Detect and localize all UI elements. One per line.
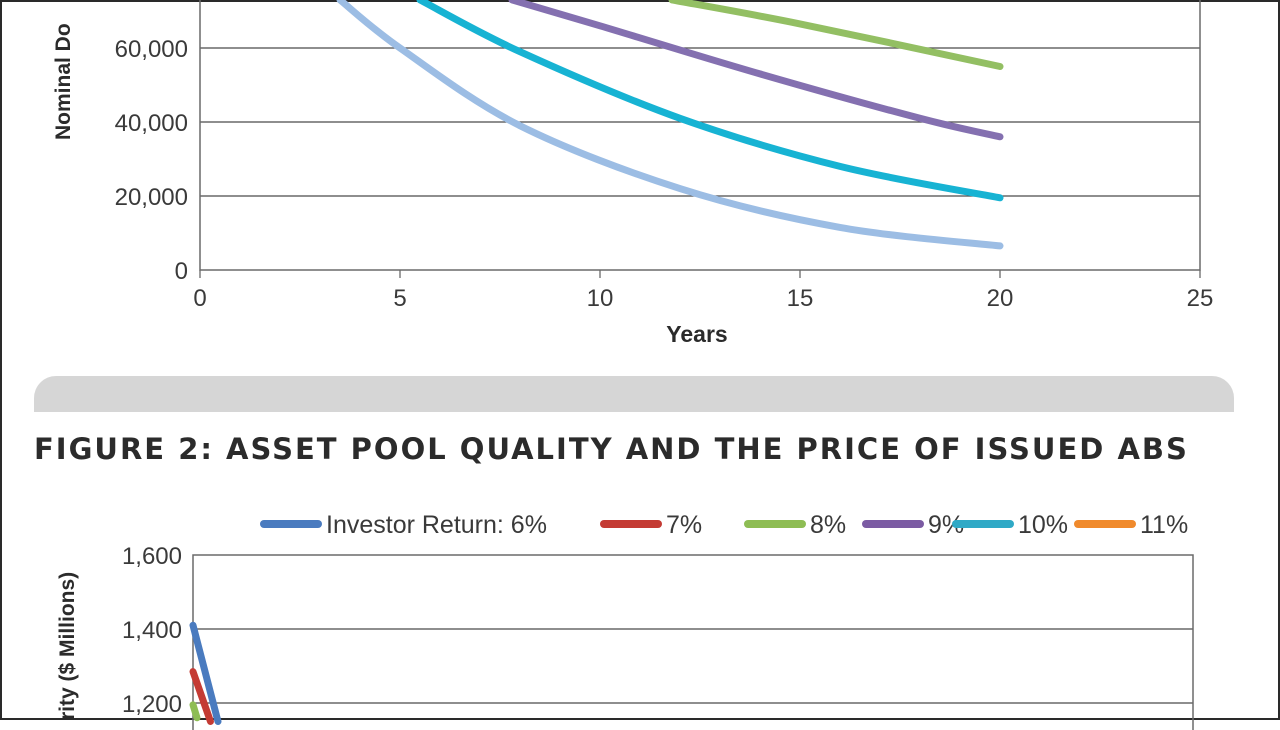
figure-2-title: FIGURE 2: ASSET POOL QUALITY AND THE PRI…	[34, 432, 1189, 466]
legend-label: 7%	[666, 511, 702, 539]
chart-1-y-axis-label: Nominal Do	[52, 23, 75, 140]
y-tick-label: 20,000	[115, 184, 188, 211]
series-line-1	[189, 621, 222, 725]
series-line-4	[668, 0, 1004, 70]
chart-2-y-ticks: 1,200 1,400 1,600	[122, 543, 182, 718]
x-tick-label: 10	[587, 285, 614, 312]
legend-label: 11%	[1140, 511, 1188, 539]
series-line-2	[189, 668, 214, 725]
chart-1-x-axis-label: Years	[666, 321, 727, 347]
chart-2-plot-frame	[192, 554, 1194, 730]
legend-label: 8%	[810, 511, 846, 539]
section-divider	[34, 376, 1234, 412]
chart-2-y-axis-label: rity ($ Millions)	[56, 572, 79, 720]
y-tick-label: 1,200	[122, 691, 182, 718]
chart-1-series	[336, 0, 1004, 250]
y-tick-label: 60,000	[115, 36, 188, 63]
y-tick-label: 1,600	[122, 543, 182, 570]
x-tick-label: 20	[987, 285, 1014, 312]
legend-label: Investor Return: 6%	[326, 511, 547, 539]
x-tick-label: 25	[1187, 285, 1214, 312]
x-tick-label: 0	[193, 285, 206, 312]
chart-2-series	[189, 621, 222, 725]
chart-1-x-ticks: 0 5 10 15 20 25	[193, 270, 1213, 312]
series-line-3	[189, 701, 201, 722]
chart-1-y-ticks: 0 20,000 40,000 60,000	[115, 36, 188, 285]
chart-2: Investor Return: 6% 7% 8% 9% 10% 11% 1,2001,4…	[56, 511, 1194, 730]
x-tick-label: 15	[787, 285, 814, 312]
x-tick-label: 5	[393, 285, 406, 312]
y-tick-label: 0	[175, 258, 188, 285]
series-line-3	[508, 0, 1004, 141]
legend-label: 10%	[1018, 511, 1068, 539]
series-line-2	[416, 0, 1004, 202]
series-line-1	[336, 0, 1004, 250]
chart-2-legend: Investor Return: 6% 7% 8% 9% 10% 11%	[260, 511, 1188, 539]
y-tick-label: 40,000	[115, 110, 188, 137]
chart-1: 0 20,000 40,000 60,000 0 5 10 15 20 25 Years Nom…	[52, 0, 1213, 347]
chart-2-gridlines	[193, 628, 1193, 704]
chart-1-plot-frame	[199, 0, 1201, 271]
y-tick-label: 1,400	[122, 617, 182, 644]
